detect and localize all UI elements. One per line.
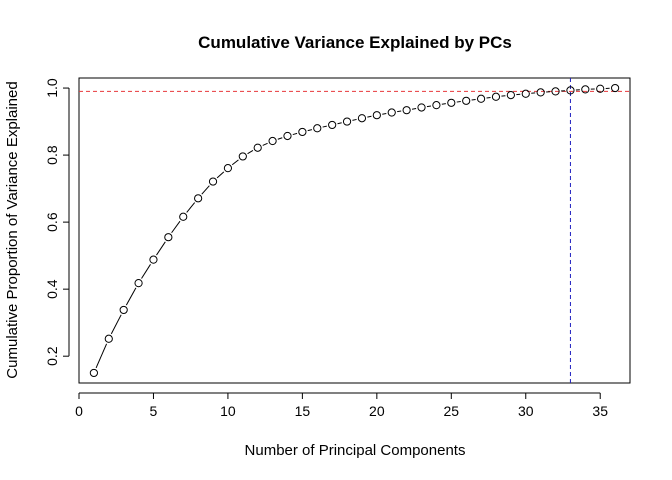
series-segment bbox=[382, 113, 387, 115]
series-segment bbox=[95, 343, 108, 369]
data-point bbox=[149, 255, 158, 264]
y-tick-label: 0.4 bbox=[44, 279, 60, 299]
x-tick-label: 5 bbox=[150, 403, 158, 419]
data-point bbox=[432, 101, 441, 110]
y-tick-label: 1.0 bbox=[44, 78, 60, 98]
data-point bbox=[223, 164, 233, 173]
data-point bbox=[387, 108, 396, 117]
data-point bbox=[119, 305, 128, 315]
plot-area: 0 5 10 15 20 25 30 35 0.2 0.4 0.6 0.8 1.0 bbox=[44, 77, 631, 419]
data-point bbox=[521, 89, 530, 98]
data-point bbox=[313, 124, 322, 133]
data-point bbox=[89, 368, 98, 378]
series-segment bbox=[171, 220, 181, 234]
data-point bbox=[357, 114, 367, 123]
series-segment bbox=[231, 159, 239, 166]
series-segment bbox=[411, 107, 417, 110]
data-point bbox=[134, 279, 143, 288]
series-segment bbox=[262, 142, 268, 146]
x-tick-label: 25 bbox=[444, 403, 460, 419]
series-segment bbox=[471, 99, 476, 101]
series-segment bbox=[292, 132, 298, 136]
data-point bbox=[164, 233, 173, 242]
data-point bbox=[268, 136, 277, 146]
data-point bbox=[611, 83, 620, 93]
data-point bbox=[238, 152, 247, 161]
series-segment bbox=[337, 122, 342, 125]
series-segment bbox=[110, 314, 122, 335]
data-point bbox=[506, 90, 515, 100]
data-point bbox=[596, 84, 605, 93]
data-point bbox=[372, 111, 381, 120]
series-segment bbox=[397, 110, 402, 113]
series-segment bbox=[486, 97, 491, 99]
data-point bbox=[179, 212, 188, 221]
x-tick-label: 30 bbox=[518, 403, 534, 419]
series-segment bbox=[216, 171, 225, 179]
series-segment bbox=[186, 202, 196, 213]
series-segment bbox=[307, 129, 313, 132]
x-tick-label: 0 bbox=[75, 403, 83, 419]
data-point bbox=[491, 92, 501, 101]
series-segment bbox=[247, 150, 254, 155]
data-point bbox=[253, 143, 262, 152]
data-point bbox=[104, 334, 113, 343]
data-point bbox=[402, 106, 411, 115]
data-point bbox=[417, 103, 426, 112]
series-segment bbox=[441, 103, 446, 105]
data-point bbox=[476, 94, 486, 103]
y-tick-label: 0.6 bbox=[44, 212, 60, 232]
x-axis-label: Number of Principal Components bbox=[245, 442, 466, 459]
data-point bbox=[283, 131, 292, 141]
y-tick-label: 0.2 bbox=[44, 346, 60, 366]
x-tick-label: 15 bbox=[295, 403, 311, 419]
data-point bbox=[298, 127, 307, 137]
data-point bbox=[551, 87, 560, 96]
data-point bbox=[447, 98, 456, 107]
plot-frame bbox=[78, 77, 631, 384]
data-point bbox=[536, 88, 545, 97]
y-tick-label: 0.8 bbox=[44, 145, 60, 165]
data-point bbox=[194, 194, 203, 203]
series-segment bbox=[352, 118, 357, 121]
series-segment bbox=[141, 264, 151, 279]
series-segment bbox=[277, 137, 283, 140]
series-segment bbox=[367, 115, 372, 118]
x-tick-label: 10 bbox=[220, 403, 236, 419]
series-segment bbox=[125, 287, 137, 306]
data-point bbox=[208, 177, 218, 186]
y-axis-label: Cumulative Proportion of Variance Explai… bbox=[4, 81, 21, 378]
series-segment bbox=[201, 185, 210, 195]
data-point bbox=[462, 96, 471, 105]
data-point bbox=[342, 117, 352, 126]
data-point bbox=[566, 86, 575, 95]
data-point bbox=[328, 120, 337, 130]
series-segment bbox=[322, 125, 327, 128]
series-segment bbox=[426, 105, 432, 108]
series-segment bbox=[156, 241, 166, 256]
chart-title: Cumulative Variance Explained by PCs bbox=[198, 33, 512, 52]
x-tick-label: 20 bbox=[369, 403, 385, 419]
data-point bbox=[581, 85, 590, 94]
series-segment bbox=[456, 101, 461, 103]
x-tick-label: 35 bbox=[592, 403, 608, 419]
